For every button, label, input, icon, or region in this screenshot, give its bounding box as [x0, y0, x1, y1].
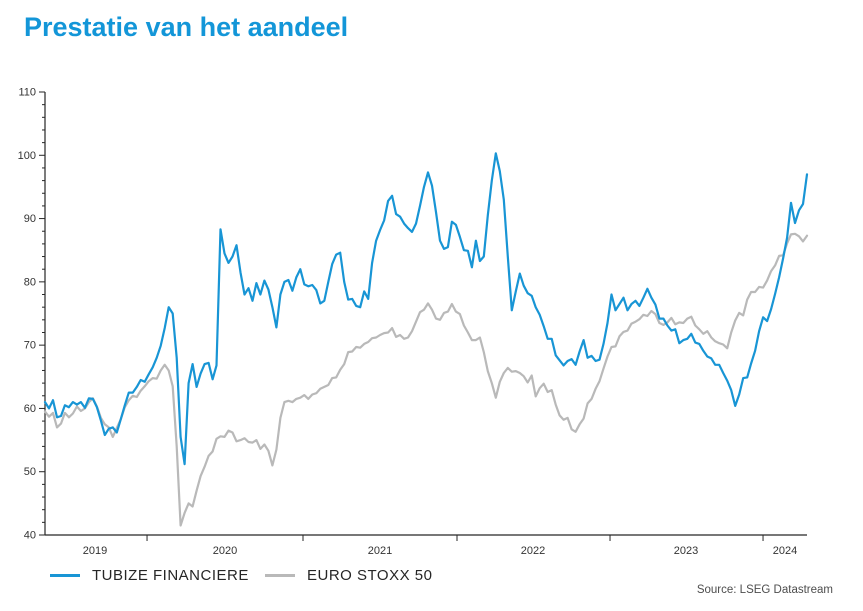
tubize-line	[43, 152, 809, 466]
legend-label-tubize: TUBIZE FINANCIERE	[92, 566, 249, 584]
eurostoxx-line	[43, 232, 809, 527]
y-tick-label: 70	[24, 340, 36, 352]
eurostoxx-line-swatch	[265, 573, 295, 577]
x-tick-label: 2023	[674, 545, 698, 557]
y-tick-label: 80	[24, 276, 36, 288]
source-note: Source: LSEG Datastream	[696, 584, 833, 596]
legend-item-tubize: TUBIZE FINANCIERE	[50, 564, 249, 586]
y-tick-label: 100	[18, 150, 36, 162]
legend-label-eurostoxx: EURO STOXX 50	[307, 566, 433, 584]
y-tick-label: 90	[24, 213, 36, 225]
chart-legend: TUBIZE FINANCIERE EURO STOXX 50	[0, 564, 863, 586]
x-tick-label: 2022	[521, 545, 545, 557]
y-tick-label: 40	[24, 530, 36, 542]
x-tick-label: 2019	[83, 545, 107, 557]
page-title: Prestatie van het aandeel	[24, 12, 349, 42]
x-tick-label: 2021	[368, 545, 392, 557]
legend-item-eurostoxx: EURO STOXX 50	[265, 564, 432, 586]
y-tick-label: 110	[18, 87, 36, 99]
x-tick-label: 2024	[773, 545, 797, 557]
y-tick-label: 50	[24, 466, 36, 478]
x-tick-label: 2020	[213, 545, 237, 557]
y-tick-label: 60	[24, 403, 36, 415]
tubize-line-swatch	[50, 573, 80, 577]
